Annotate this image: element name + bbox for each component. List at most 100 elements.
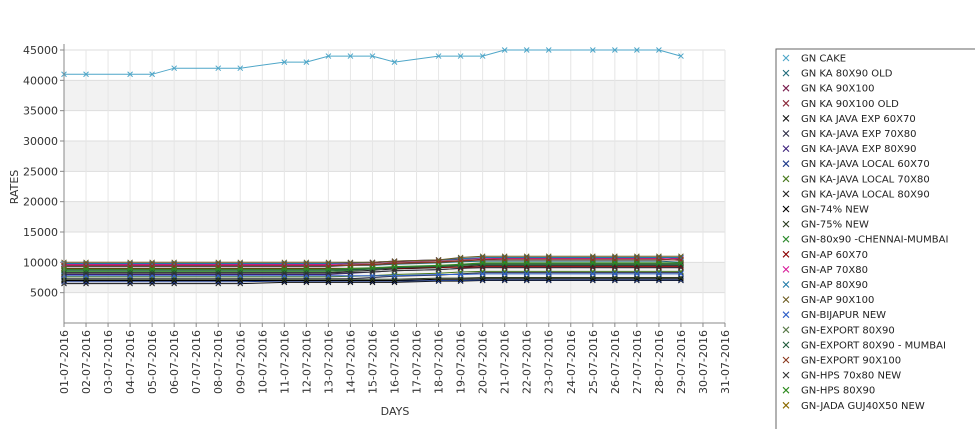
series-line xyxy=(64,262,681,270)
legend-entry: GN KA 90X100 xyxy=(801,84,874,95)
data-point xyxy=(545,271,552,277)
legend-entry: GN-EXPORT 80X90 - MUMBAI xyxy=(801,340,946,351)
x-tick-label: 22-07-2016 xyxy=(521,330,534,394)
series-line xyxy=(64,280,681,285)
series-line xyxy=(64,267,681,274)
legend-marker xyxy=(782,84,790,92)
data-point xyxy=(545,260,552,266)
x-tick-label: 10-07-2016 xyxy=(256,330,269,394)
data-point xyxy=(237,65,244,72)
data-point xyxy=(479,260,486,266)
data-point xyxy=(149,266,155,272)
legend-entry: GN CAKE xyxy=(801,54,846,65)
legend-marker xyxy=(782,401,790,409)
x-tick-label: 07-07-2016 xyxy=(190,330,203,394)
y-tick-label: 45000 xyxy=(23,44,58,57)
data-point xyxy=(634,260,640,266)
data-point xyxy=(501,264,508,271)
data-point xyxy=(127,266,133,272)
x-tick-label: 03-07-2016 xyxy=(102,330,115,394)
series-line xyxy=(64,278,681,281)
data-point xyxy=(171,65,178,72)
series-line xyxy=(64,279,681,283)
data-point xyxy=(281,272,288,279)
x-tick-label: 16-07-2016 xyxy=(389,330,402,394)
x-tick-label: 21-07-2016 xyxy=(499,330,512,394)
x-tick-label: 02-07-2016 xyxy=(80,330,93,394)
x-tick-label: 30-07-2016 xyxy=(697,330,710,394)
legend-entry: GN-HPS 80X90 xyxy=(801,386,875,397)
data-point xyxy=(281,266,288,272)
y-tick-label: 5000 xyxy=(30,287,58,300)
data-point xyxy=(435,266,442,273)
data-point xyxy=(656,260,662,266)
x-tick-label: 09-07-2016 xyxy=(234,330,247,394)
data-point xyxy=(501,271,508,277)
data-point xyxy=(678,271,684,277)
x-tick-label: 14-07-2016 xyxy=(344,330,357,394)
data-point xyxy=(589,271,596,277)
data-point xyxy=(347,265,354,272)
data-point xyxy=(611,260,618,266)
legend-marker xyxy=(782,54,790,62)
x-tick-label: 18-07-2016 xyxy=(433,330,446,394)
legend-entry: GN KA 80X90 OLD xyxy=(801,69,893,80)
legend-marker xyxy=(782,356,790,364)
x-tick-label: 05-07-2016 xyxy=(146,330,159,394)
data-point xyxy=(457,53,464,59)
x-tick-label: 13-07-2016 xyxy=(322,330,335,394)
data-point xyxy=(391,263,398,270)
y-axis-ticks: 5000 10000 15000 20000 25000 30000 35000 40000 4… xyxy=(23,44,64,300)
data-point xyxy=(523,260,530,266)
x-tick-label: 17-07-2016 xyxy=(411,330,424,394)
series-line xyxy=(64,263,681,271)
legend-entry: GN-75% NEW xyxy=(801,220,869,231)
series-lines xyxy=(61,47,684,287)
data-point xyxy=(281,270,288,277)
data-point xyxy=(589,264,596,271)
data-point xyxy=(347,269,354,276)
x-tick-label: 27-07-2016 xyxy=(631,330,644,394)
legend-entry: GN KA-JAVA LOCAL 80X90 xyxy=(801,189,930,200)
legend-entry: GN KA 90X100 OLD xyxy=(801,99,899,110)
data-point xyxy=(303,270,310,277)
legend-marker xyxy=(782,160,790,168)
y-axis-label: RATES xyxy=(8,170,21,205)
data-point xyxy=(215,65,222,72)
data-point xyxy=(523,264,530,271)
data-point xyxy=(479,271,486,277)
data-point xyxy=(589,260,596,266)
data-point xyxy=(325,266,332,272)
legend-marker xyxy=(782,115,790,122)
x-tick-label: 04-07-2016 xyxy=(124,330,137,394)
x-tick-label: 28-07-2016 xyxy=(653,330,666,394)
data-point xyxy=(347,53,354,59)
x-tick-label: 15-07-2016 xyxy=(366,330,379,394)
legend-entry: GN-JADA GUJ40X50 NEW xyxy=(801,401,925,412)
data-point xyxy=(634,264,640,271)
data-point xyxy=(545,264,552,271)
x-tick-label: 31-07-2016 xyxy=(719,330,732,394)
x-tick-label: 19-07-2016 xyxy=(455,330,468,394)
data-point xyxy=(457,265,464,272)
legend-marker xyxy=(782,326,790,334)
legend-marker xyxy=(782,145,790,152)
data-point xyxy=(325,53,332,59)
data-point xyxy=(127,71,133,78)
data-point xyxy=(369,269,376,275)
data-point xyxy=(391,59,398,65)
data-point xyxy=(457,271,464,278)
x-tick-label: 25-07-2016 xyxy=(587,330,600,394)
data-point xyxy=(171,272,178,279)
data-point xyxy=(501,47,508,53)
legend-entry: GN KA-JAVA EXP 70X80 xyxy=(801,129,916,140)
legend-entry: GN-EXPORT 90X100 xyxy=(801,356,901,367)
y-tick-label: 25000 xyxy=(23,165,58,178)
data-point xyxy=(215,266,222,272)
data-point xyxy=(435,262,442,269)
data-point xyxy=(479,53,486,59)
legend-entry: GN-80x90 -CHENNAI-MUMBAI xyxy=(801,235,948,246)
data-point xyxy=(589,47,596,53)
data-point xyxy=(501,260,508,266)
data-point xyxy=(149,270,155,277)
